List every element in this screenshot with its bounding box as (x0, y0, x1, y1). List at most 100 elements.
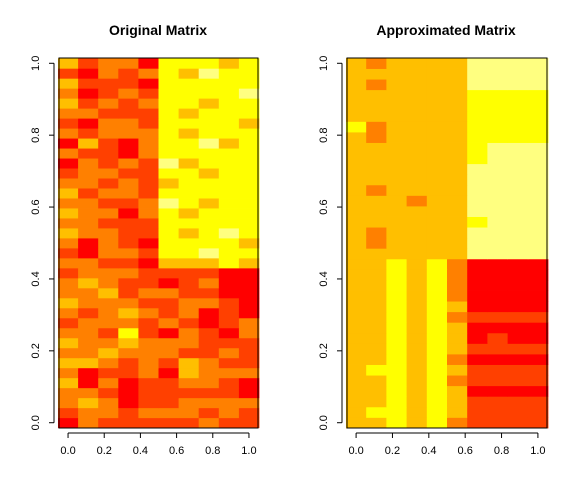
heatmap-cell (57, 257, 79, 269)
heatmap-cell (386, 332, 407, 344)
heatmap-cell (406, 89, 428, 101)
heatmap-cell (98, 337, 119, 349)
heatmap-cell (118, 78, 139, 89)
heatmap-cell (467, 163, 488, 175)
heatmap-cell (178, 307, 200, 319)
heatmap-cell (366, 406, 387, 418)
heatmap-cell (406, 385, 428, 397)
heatmap-cell (426, 258, 448, 270)
heatmap-cells-approximated (345, 58, 549, 429)
heatmap-cell (345, 227, 367, 239)
heatmap-cell (198, 228, 220, 239)
heatmap-cell (178, 58, 200, 69)
heatmap-cell (366, 311, 387, 323)
heatmap-cell (78, 287, 99, 299)
x-axis-approximated: 0.0 0.2 0.4 0.6 0.8 1.0 (348, 432, 546, 457)
heatmap-cell (238, 238, 260, 249)
heatmap-cell (507, 269, 529, 281)
y-tick-label: 1.0 (318, 56, 330, 71)
heatmap-cell (386, 311, 407, 323)
heatmap-cell (447, 206, 468, 217)
heatmap-cell (507, 89, 529, 101)
heatmap-cell (178, 208, 200, 219)
heatmap-cell (467, 396, 488, 408)
y-tick-label: 1.0 (30, 56, 42, 71)
heatmap-cell (386, 184, 407, 196)
heatmap-cell (386, 258, 407, 270)
heatmap-cell (507, 332, 529, 344)
heatmap-cell (178, 317, 200, 329)
heatmap-cell (487, 174, 508, 186)
heatmap-cell (366, 227, 387, 239)
heatmap-cell (118, 88, 139, 99)
heatmap-cell (386, 237, 407, 249)
heatmap-cell (218, 218, 240, 229)
heatmap-cell (118, 238, 139, 249)
heatmap-cell (138, 307, 159, 319)
heatmap-cell (366, 195, 387, 207)
heatmap-cell (487, 227, 508, 239)
heatmap-cell (138, 407, 159, 419)
heatmap-cell (345, 132, 367, 143)
heatmap-cell (98, 397, 119, 409)
heatmap-cell (238, 357, 260, 369)
heatmap-cell (78, 68, 99, 79)
heatmap-cell (78, 238, 99, 249)
heatmap-cell (78, 317, 99, 329)
heatmap-cell (138, 58, 159, 69)
heatmap-cell (238, 198, 260, 209)
heatmap-cell (426, 280, 448, 291)
heatmap-cell (178, 387, 200, 399)
heatmap-cell (218, 337, 240, 349)
heatmap-cell (138, 238, 159, 249)
heatmap-cell (78, 138, 99, 149)
heatmap-cell (57, 148, 79, 159)
heatmap-cell (158, 257, 179, 269)
heatmap-cell (467, 132, 488, 143)
heatmap-cell (198, 178, 220, 189)
heatmap-cell (98, 228, 119, 239)
heatmap-cell (218, 128, 240, 139)
heatmap-cell (507, 121, 529, 133)
heatmap-cell (527, 227, 549, 239)
heatmap-cell (366, 216, 387, 228)
heatmap-cell (406, 216, 428, 228)
heatmap-cell (345, 290, 367, 302)
heatmap-cell (487, 121, 508, 133)
heatmap-cell (527, 153, 549, 165)
heatmap-cell (426, 142, 448, 154)
heatmap-cell (345, 121, 367, 133)
heatmap-cell (366, 290, 387, 302)
heatmap-cell (218, 407, 240, 419)
heatmap-cell (487, 153, 508, 165)
heatmap-cell (447, 280, 468, 291)
heatmap-cell (98, 307, 119, 319)
heatmap-cell (467, 269, 488, 281)
heatmap-cell (406, 68, 428, 80)
heatmap-cell (238, 407, 260, 419)
heatmap-cell (386, 79, 407, 91)
heatmap-cell (138, 118, 159, 129)
heatmap-cell (178, 327, 200, 339)
heatmap-cell (138, 68, 159, 79)
heatmap-cell (386, 110, 407, 122)
heatmap-cell (78, 257, 99, 269)
heatmap-cell (138, 108, 159, 119)
heatmap-cell (507, 142, 529, 154)
heatmap-cell (158, 407, 179, 419)
heatmap-cell (118, 317, 139, 329)
heatmap-cell (467, 406, 488, 418)
heatmap-cell (178, 357, 200, 369)
heatmap-cell (118, 267, 139, 279)
heatmap-cell (527, 89, 549, 101)
heatmap-cell (366, 385, 387, 397)
heatmap-cell (118, 387, 139, 399)
x-tick-label: 0.4 (133, 445, 148, 457)
heatmap-cell (138, 317, 159, 329)
heatmap-cell (218, 138, 240, 149)
heatmap-cell (386, 153, 407, 165)
heatmap-cell (487, 375, 508, 387)
heatmap-cell (507, 163, 529, 175)
heatmap-cell (158, 347, 179, 359)
heatmap-cell (507, 343, 529, 355)
